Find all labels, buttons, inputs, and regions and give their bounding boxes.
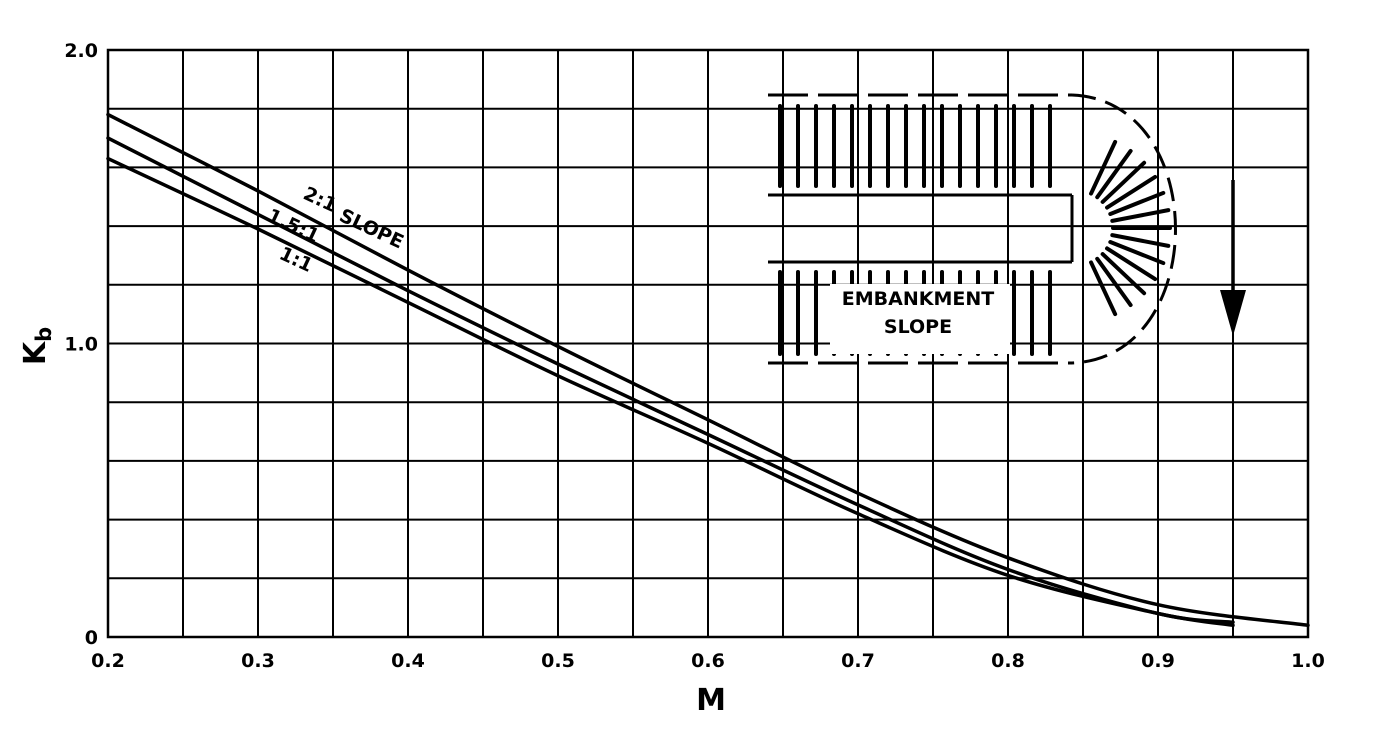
series-line-1 xyxy=(106,112,1310,628)
inset-label-embankment: EMBANKMENT xyxy=(842,288,994,310)
hatch-mark xyxy=(1110,233,1171,248)
label-2to1: 2:1 xyxy=(300,183,340,217)
x-tick-label: 0.9 xyxy=(1141,650,1175,672)
series xyxy=(106,112,1310,628)
y-tick-label: 1.0 xyxy=(64,334,98,356)
hatch-mark xyxy=(1105,246,1158,282)
hatch-mark xyxy=(1095,256,1133,308)
inset-hatch-fan xyxy=(1089,139,1172,317)
y-axis-title-main: K xyxy=(18,340,53,365)
inset-label-background xyxy=(830,284,1010,354)
x-tick-label: 0.3 xyxy=(241,650,275,672)
y-tick-labels: 0 1.0 2.0 xyxy=(64,40,98,649)
x-tick-labels: 0.2 0.3 0.4 0.5 0.6 0.7 0.8 0.9 1.0 xyxy=(91,650,1325,672)
hatch-mark xyxy=(1108,190,1166,216)
hatch-mark xyxy=(1110,208,1171,223)
x-tick-label: 1.0 xyxy=(1291,650,1325,672)
series-line-3 xyxy=(106,156,1235,628)
hatch-mark xyxy=(1105,174,1158,210)
inset-curved-dashed-toe xyxy=(1071,93,1177,365)
y-axis-title: Kb xyxy=(18,327,56,365)
flow-arrow-head xyxy=(1220,290,1246,336)
hatch-mark xyxy=(1100,160,1147,204)
flow-arrow xyxy=(1220,180,1246,336)
y-tick-label: 2.0 xyxy=(64,40,98,62)
hatch-mark xyxy=(1095,148,1133,200)
hatch-mark xyxy=(1100,252,1147,296)
inset-label-slope: SLOPE xyxy=(884,316,952,338)
label-1to1: 1:1 xyxy=(276,243,316,277)
embankment-inset: EMBANKMENT SLOPE xyxy=(768,93,1177,365)
x-axis-title: M xyxy=(696,683,726,718)
x-tick-label: 0.6 xyxy=(691,650,725,672)
series-line-2 xyxy=(106,136,1235,625)
label-slope: SLOPE xyxy=(336,205,407,254)
hatch-mark xyxy=(1089,139,1118,196)
grid xyxy=(108,50,1308,637)
y-tick-label: 0 xyxy=(85,627,98,649)
x-tick-label: 0.8 xyxy=(991,650,1025,672)
hatch-mark xyxy=(1108,240,1166,266)
hatch-mark xyxy=(1089,260,1118,317)
plot-frame xyxy=(106,48,1310,639)
x-tick-label: 0.5 xyxy=(541,650,575,672)
y-axis-title-sub: b xyxy=(32,327,56,342)
x-tick-label: 0.2 xyxy=(91,650,125,672)
x-tick-label: 0.7 xyxy=(841,650,875,672)
inset-hatch-top xyxy=(778,104,1052,188)
x-tick-label: 0.4 xyxy=(391,650,425,672)
